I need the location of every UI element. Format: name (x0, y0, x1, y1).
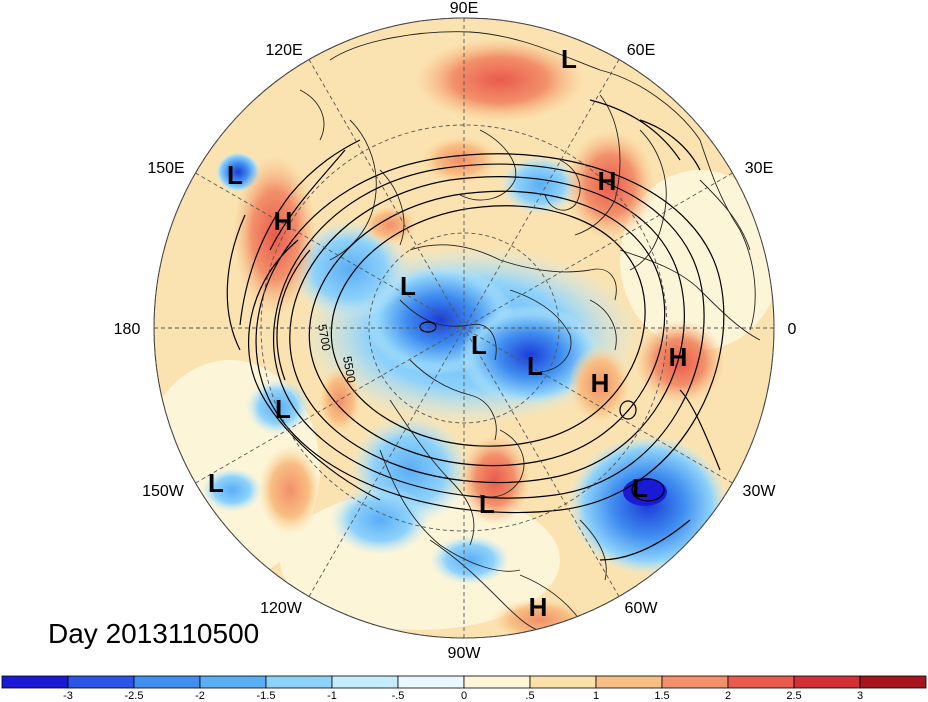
map-title: Day 2013110500 (48, 618, 260, 649)
pressure-center-high: H (591, 368, 610, 398)
colorbar-swatch (67, 675, 135, 689)
pressure-center-low: L (275, 394, 291, 424)
colorbar-swatch (793, 675, 861, 689)
colorbar-swatch (529, 675, 597, 689)
lon-label-120W: 120W (260, 600, 303, 617)
pressure-center-high: H (274, 206, 293, 236)
lon-label-90W: 90W (448, 645, 482, 662)
colorbar-swatch (595, 675, 663, 689)
colorbar-tick-label: -2 (195, 690, 205, 702)
pressure-center-low: L (527, 351, 543, 381)
colorbar-swatch (265, 675, 333, 689)
colorbar-tick-label: -2.5 (125, 690, 144, 702)
colorbar-swatch (727, 675, 795, 689)
lon-label-60W: 60W (625, 600, 659, 617)
colorbar-tick-label: 2.5 (786, 690, 801, 702)
colorbar-tick-label: 3 (857, 690, 863, 702)
pressure-centers: L L H L H L L L H H L L L H (208, 44, 687, 622)
longitude-labels: 90E 120E 60E 150E 30E 180 0 150W 30W 120… (114, 0, 797, 662)
colorbar-swatch (199, 675, 267, 689)
lon-label-150W: 150W (142, 483, 185, 500)
colorbar-tick-label: -1.5 (257, 690, 276, 702)
colorbar-swatch (331, 675, 399, 689)
colorbar-tick-label: -3 (63, 690, 73, 702)
pressure-center-low: L (227, 160, 243, 190)
lon-label-0: 0 (788, 321, 797, 338)
lon-label-30W: 30W (743, 483, 777, 500)
lon-label-90E: 90E (450, 0, 478, 17)
colorbar-tick-label: 1.5 (654, 690, 669, 702)
contour-label-5500: 5500 (340, 355, 358, 384)
colorbar-tick-label: .5 (525, 690, 534, 702)
lon-label-180: 180 (114, 321, 141, 338)
pressure-center-low: L (208, 468, 224, 498)
lon-label-30E: 30E (745, 160, 773, 177)
colorbar: -3 -2.5 -2 -1.5 -1 -.5 0 .5 1 1.5 2 2.5 3 (1, 675, 927, 702)
colorbar-tick-label: 1 (593, 690, 599, 702)
colorbar-tick-label: 2 (725, 690, 731, 702)
pressure-center-low: L (471, 330, 487, 360)
pressure-center-high: L (479, 489, 495, 519)
pressure-center-high: H (598, 166, 617, 196)
colorbar-tick-label: -1 (327, 690, 337, 702)
colorbar-tick-label: 0 (461, 690, 467, 702)
pressure-center-high: H (669, 342, 688, 372)
lon-label-150E: 150E (147, 160, 184, 177)
colorbar-swatch (133, 675, 201, 689)
colorbar-swatch (463, 675, 531, 689)
pressure-center-low: L (561, 44, 577, 74)
pressure-center-low: L (632, 473, 648, 503)
graticule (153, 17, 775, 639)
contour-label-5700: 5700 (315, 323, 333, 352)
colorbar-swatch (397, 675, 465, 689)
lon-label-120E: 120E (265, 42, 302, 59)
pressure-center-low: L (400, 271, 416, 301)
colorbar-swatch (661, 675, 729, 689)
colorbar-swatch (1, 675, 69, 689)
colorbar-swatch (859, 675, 927, 689)
pressure-center-high: H (529, 592, 548, 622)
lon-label-60E: 60E (627, 42, 655, 59)
colorbar-tick-label: -.5 (392, 690, 405, 702)
